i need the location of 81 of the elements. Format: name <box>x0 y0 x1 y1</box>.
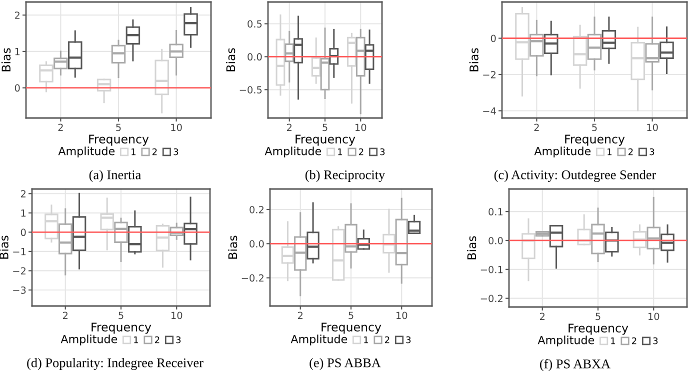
y-tick-label: 0 <box>20 228 26 236</box>
x-tick-label: 10 <box>396 312 408 320</box>
y-axis-title: Bias <box>228 236 238 259</box>
legend-title: Amplitude <box>538 336 594 346</box>
y-tick-label: 0 <box>14 84 20 92</box>
y-tick-label: −2 <box>483 70 496 78</box>
legend-label: 1 <box>364 336 368 344</box>
text: (d) Popularity: Indegree Receiver <box>27 358 204 370</box>
y-tick-label: 1 <box>15 48 20 56</box>
legend-label: 1 <box>338 148 342 156</box>
x-tick-label: 2 <box>540 312 544 320</box>
y-tick-label: −0.2 <box>480 294 502 302</box>
y-axis-title: Bias <box>226 48 236 72</box>
legend-label: 2 <box>155 336 160 344</box>
legend-label: 2 <box>359 148 364 156</box>
y-tick-label: 2 <box>20 190 26 198</box>
legend-label: 3 <box>176 336 181 344</box>
legend-title: Amplitude <box>264 146 322 158</box>
y-tick-label: −4 <box>483 107 496 114</box>
legend-title: Amplitude <box>534 146 591 158</box>
x-tick-label: 10 <box>172 312 182 320</box>
x-tick-label: 2 <box>58 124 63 131</box>
x-tick-label: 10 <box>648 312 660 320</box>
y-tick-label: 0.5 <box>248 20 262 28</box>
x-tick-label: 2 <box>62 312 68 319</box>
y-tick-label: 0 <box>490 34 496 42</box>
legend-label: 2 <box>385 336 390 344</box>
y-tick-label: 0.0 <box>248 53 262 61</box>
y-tick-label: 0.0 <box>250 240 264 248</box>
y-axis-title: Bias <box>467 236 476 260</box>
y-tick-label: −0.2 <box>242 274 264 282</box>
x-axis-title: Frequency <box>322 322 382 334</box>
x-axis-title: Frequency <box>89 134 149 146</box>
y-tick-label: 2 <box>14 12 20 19</box>
legend-label: 2 <box>152 148 157 156</box>
legend-label: 3 <box>174 148 178 156</box>
x-tick-label: 5 <box>118 312 124 320</box>
legend-label: 1 <box>611 337 616 344</box>
x-axis-title: Frequency <box>568 324 628 335</box>
y-tick-label: −0.5 <box>240 86 262 94</box>
text: (e) PS ABBA <box>310 358 381 370</box>
y-tick-label: 0.0 <box>488 236 503 244</box>
text: (f) PS ABXA <box>540 358 610 371</box>
y-tick-label: −0.1 <box>480 266 503 274</box>
x-axis-title: Frequency <box>296 134 356 146</box>
legend-label: 1 <box>134 336 138 344</box>
text: (b) Reciprocity <box>305 170 386 182</box>
y-tick-label: 0.2 <box>250 206 264 214</box>
x-tick-label: 10 <box>356 124 366 132</box>
x-tick-label: 5 <box>348 312 354 320</box>
legend-title: Amplitude <box>290 334 348 346</box>
x-axis-title: Frequency <box>565 134 625 146</box>
text: (c) Activity: Outdegree Sender <box>494 170 656 182</box>
y-axis-title: Bias <box>1 48 11 72</box>
legend-label: 3 <box>650 148 654 156</box>
y-tick-label: −1 <box>13 248 26 256</box>
x-tick-label: 2 <box>286 124 292 131</box>
legend-title: Amplitude <box>60 334 118 346</box>
y-tick-label: −2 <box>13 267 26 274</box>
legend-label: 3 <box>653 337 658 344</box>
x-tick-label: 5 <box>592 124 597 132</box>
legend-title: Amplitude <box>58 146 115 158</box>
legend-label: 2 <box>632 337 636 344</box>
x-tick-label: 5 <box>596 312 600 320</box>
x-tick-label: 5 <box>322 124 328 132</box>
x-tick-label: 5 <box>116 124 121 132</box>
y-tick-label: 1 <box>21 210 26 217</box>
legend-label: 1 <box>608 148 612 156</box>
legend-label: 1 <box>132 148 136 156</box>
x-tick-label: 2 <box>534 124 539 131</box>
y-tick-label: −3 <box>13 286 26 294</box>
x-tick-label: 10 <box>171 124 182 132</box>
legend-label: 3 <box>380 148 385 156</box>
legend-label: 3 <box>406 336 411 344</box>
x-axis-title: Frequency <box>92 322 152 334</box>
text: (a) Inertia <box>89 170 142 182</box>
y-tick-label: 0.1 <box>488 208 503 216</box>
x-tick-label: 2 <box>298 312 302 319</box>
y-axis-title: Bias <box>469 48 478 72</box>
legend-label: 2 <box>628 148 633 156</box>
x-tick-label: 10 <box>647 124 658 132</box>
